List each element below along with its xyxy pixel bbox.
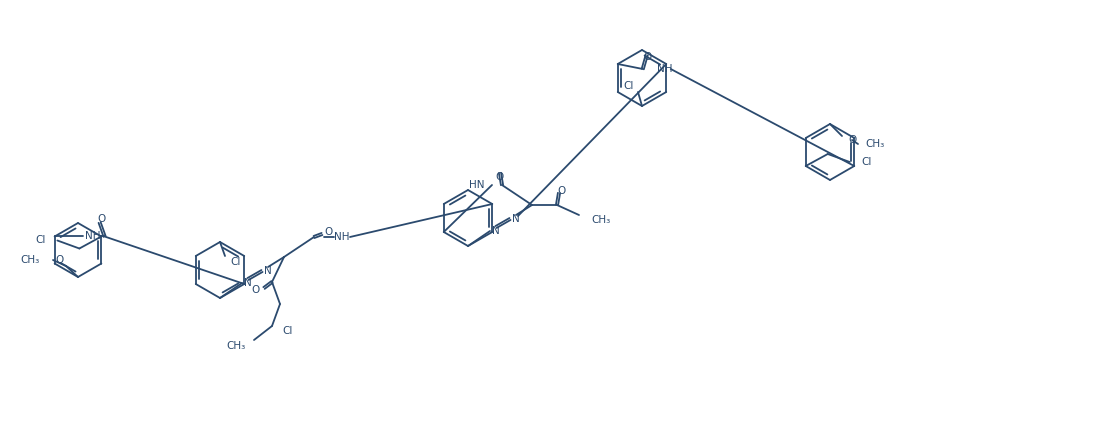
Text: NH: NH: [335, 232, 350, 242]
Text: O: O: [324, 227, 332, 237]
Text: Cl: Cl: [623, 81, 634, 91]
Text: O: O: [496, 172, 505, 182]
Text: N: N: [512, 214, 520, 224]
Text: CH₃: CH₃: [227, 341, 246, 351]
Text: N: N: [491, 226, 500, 236]
Text: NH: NH: [84, 232, 100, 242]
Text: HN: HN: [468, 180, 484, 190]
Text: Cl: Cl: [862, 157, 872, 167]
Text: O: O: [558, 186, 566, 196]
Text: Cl: Cl: [35, 235, 45, 245]
Text: CH₃: CH₃: [21, 255, 39, 265]
Text: NH: NH: [657, 64, 672, 74]
Text: Cl: Cl: [282, 326, 293, 336]
Text: N: N: [264, 266, 272, 276]
Text: O: O: [251, 285, 260, 295]
Text: O: O: [56, 255, 64, 265]
Text: Cl: Cl: [230, 257, 240, 267]
Text: O: O: [848, 135, 857, 145]
Text: O: O: [98, 215, 105, 225]
Text: CH₃: CH₃: [591, 215, 610, 225]
Text: O: O: [644, 52, 652, 62]
Text: N: N: [244, 278, 251, 288]
Text: CH₃: CH₃: [866, 139, 884, 149]
